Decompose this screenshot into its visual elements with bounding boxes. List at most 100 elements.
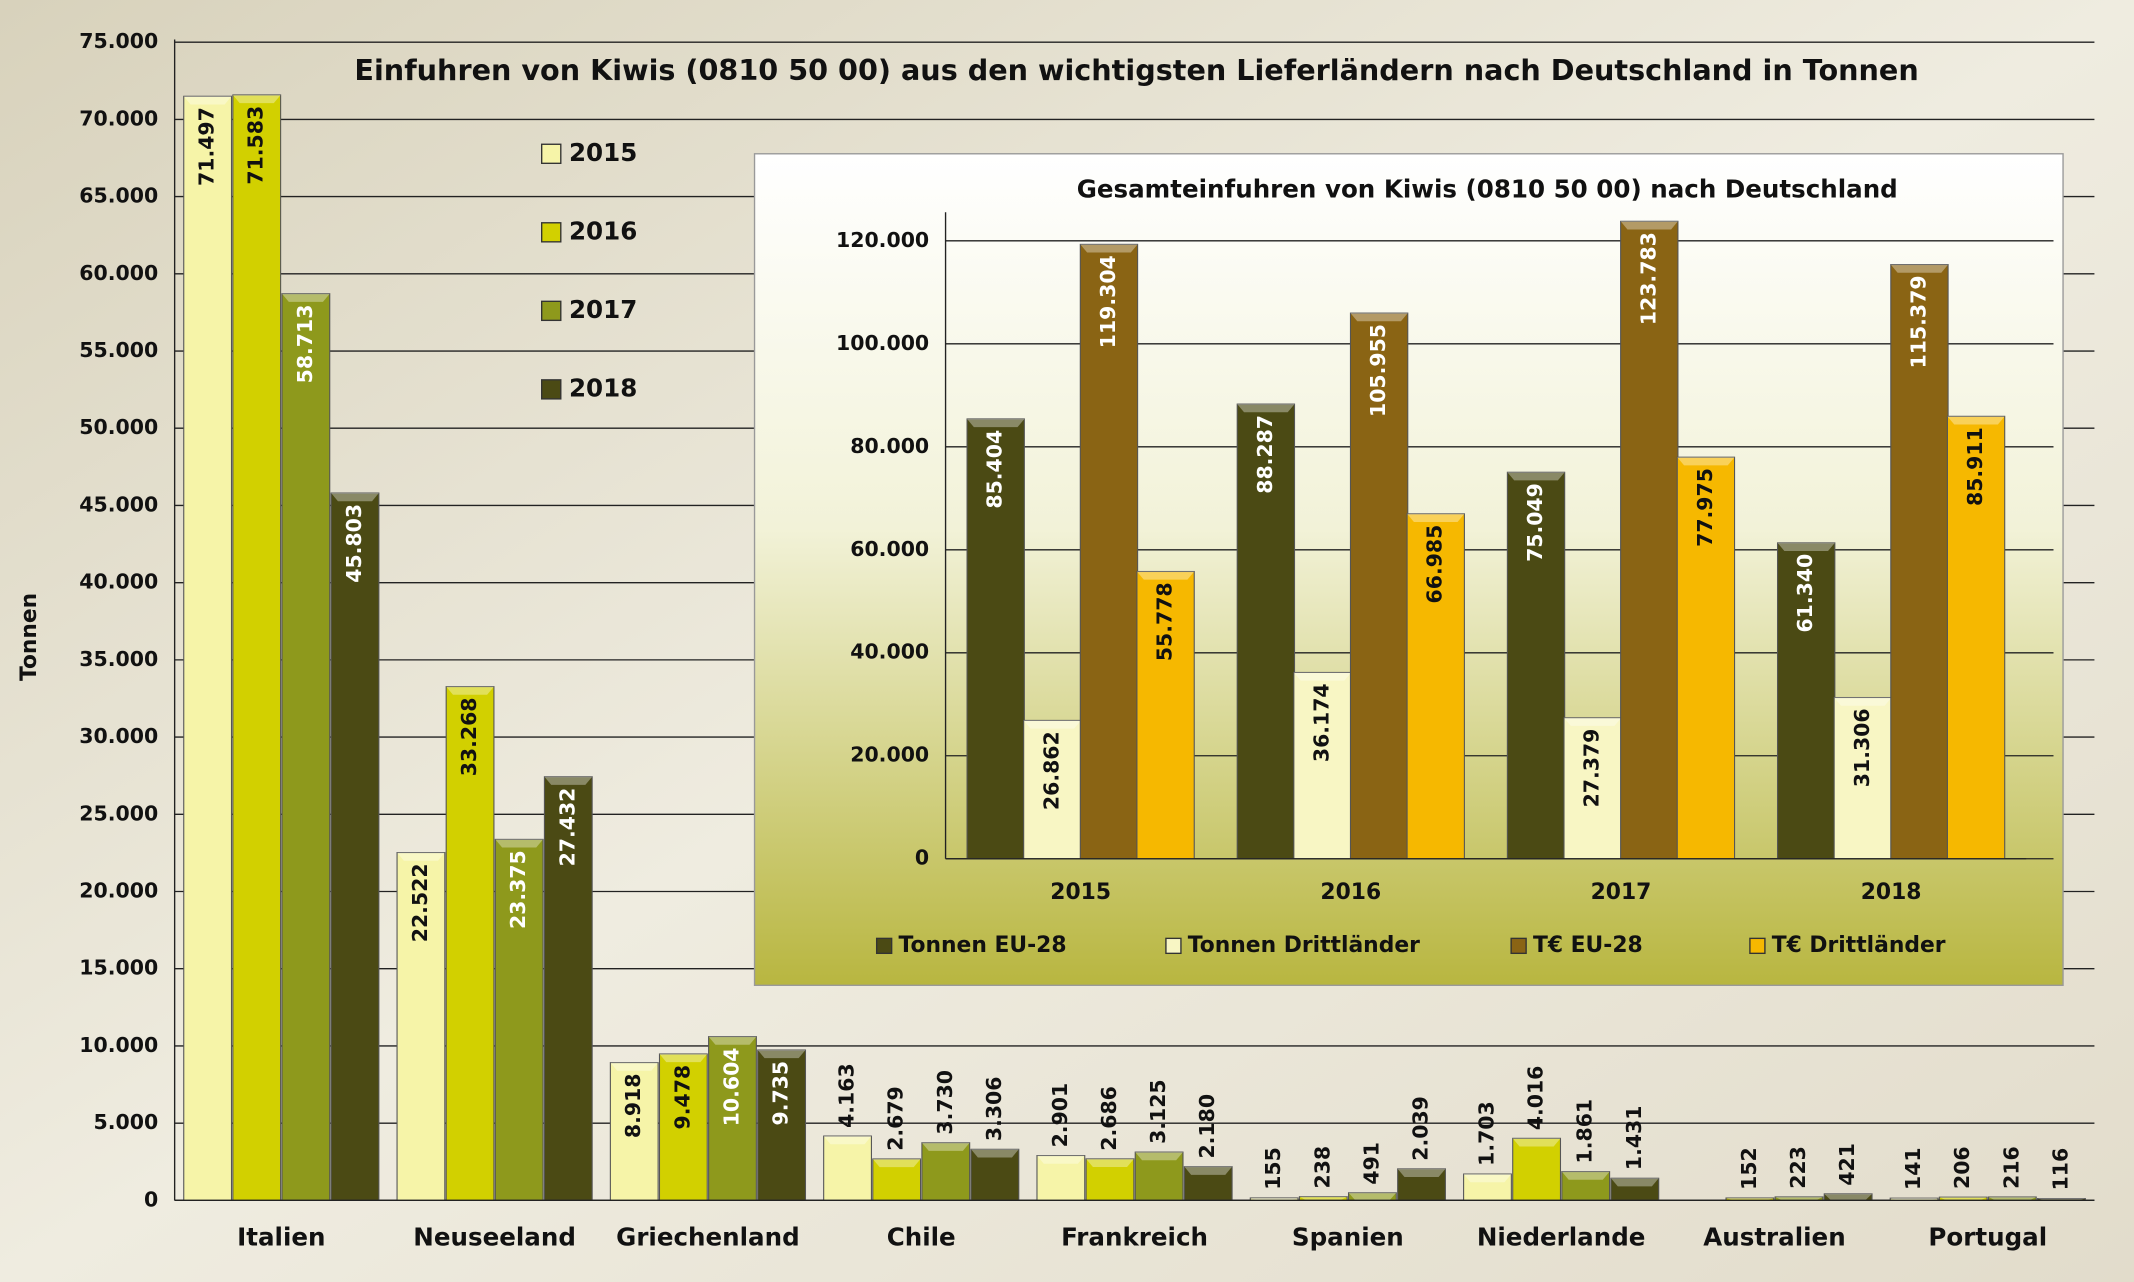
bar xyxy=(921,1142,971,1201)
bar-bevel xyxy=(872,1158,921,1168)
value-label: 77.975 xyxy=(1693,468,1717,547)
bar-bevel xyxy=(1947,416,2005,425)
y-tick-label: 65.000 xyxy=(79,184,158,208)
y-tick-label: 50.000 xyxy=(79,415,158,439)
value-label: 155 xyxy=(1261,1147,1285,1190)
bar-bevel xyxy=(1834,697,1892,706)
value-label: 105.955 xyxy=(1366,324,1390,417)
bar xyxy=(1561,1171,1611,1201)
value-label: 71.497 xyxy=(195,107,219,186)
value-label: 45.803 xyxy=(342,504,366,583)
inset-chart: 0 20.000 40.000 60.000 80.000 100.000 120.000 2… xyxy=(836,212,2054,958)
y-tick-label: 75.000 xyxy=(79,29,158,53)
value-label: 33.268 xyxy=(457,698,481,777)
value-label: 22.522 xyxy=(408,863,432,942)
y-tick-label: 45.000 xyxy=(79,492,158,516)
bar-bevel xyxy=(1407,513,1465,522)
value-label: 115.379 xyxy=(1906,275,1930,368)
y-tick-label: 80.000 xyxy=(850,434,929,458)
bar-bevel xyxy=(1677,457,1735,466)
value-label: 27.379 xyxy=(1580,729,1604,808)
value-label: 58.713 xyxy=(293,305,317,384)
bar-bevel xyxy=(1237,404,1295,413)
bar-bevel xyxy=(1293,672,1352,681)
value-label: 88.287 xyxy=(1253,415,1277,494)
bar xyxy=(330,492,380,1201)
bar-bevel xyxy=(1086,1158,1134,1168)
bar-bevel xyxy=(1564,717,1622,726)
value-label: 2.901 xyxy=(1048,1083,1072,1148)
bar-bevel xyxy=(971,1149,1019,1158)
value-label: 31.306 xyxy=(1850,708,1874,787)
legend-label: 2018 xyxy=(569,373,637,402)
value-label: 85.404 xyxy=(983,430,1007,509)
bar xyxy=(1512,1137,1562,1201)
value-label: 119.304 xyxy=(1096,255,1120,348)
value-label: 2.686 xyxy=(1097,1086,1121,1151)
legend-label: Tonnen Drittländer xyxy=(1188,933,1420,958)
y-tick-label: 30.000 xyxy=(79,724,158,748)
x-tick-label: 2016 xyxy=(1320,880,1381,905)
bar-bevel xyxy=(1136,571,1195,580)
value-label: 116 xyxy=(2048,1148,2072,1191)
bar-bevel xyxy=(1299,1196,1348,1201)
bar-bevel xyxy=(1350,313,1408,322)
x-tick-label: Niederlande xyxy=(1477,1222,1646,1251)
y-tick-label: 20.000 xyxy=(850,743,929,767)
bar-bevel xyxy=(183,96,232,105)
bar-bevel xyxy=(281,293,330,302)
value-label: 27.432 xyxy=(555,788,579,867)
bar-bevel xyxy=(1348,1192,1397,1201)
value-label: 123.783 xyxy=(1636,232,1660,325)
bar-bevel xyxy=(1988,1197,2037,1201)
bar-bevel xyxy=(446,686,494,695)
main-chart: 0 5.000 10.000 15.000 20.000 25.000 30.000 35.0… xyxy=(79,29,2095,1251)
x-tick-label: Frankreich xyxy=(1061,1222,1208,1251)
y-tick-label: 0 xyxy=(144,1187,158,1211)
bar-bevel xyxy=(495,839,544,848)
y-tick-label: 120.000 xyxy=(836,228,929,252)
bar xyxy=(1620,220,1679,860)
value-label: 152 xyxy=(1737,1147,1761,1190)
value-label: 1.861 xyxy=(1573,1099,1597,1164)
bar-bevel xyxy=(1080,244,1138,253)
y-tick-label: 100.000 xyxy=(836,331,929,355)
value-label: 223 xyxy=(1786,1146,1810,1189)
bar xyxy=(281,293,331,1201)
legend-swatch xyxy=(1165,937,1182,955)
legend-swatch xyxy=(541,379,562,400)
bar xyxy=(232,94,282,1201)
bar-bevel xyxy=(1463,1174,1512,1183)
bar xyxy=(1293,671,1352,860)
bar xyxy=(1085,1158,1135,1201)
value-label: 206 xyxy=(1950,1146,1974,1189)
y-tick-label: 10.000 xyxy=(79,1033,158,1057)
bar xyxy=(1506,471,1566,860)
value-label: 216 xyxy=(1999,1146,2023,1189)
bar xyxy=(757,1049,807,1201)
bar xyxy=(445,686,495,1201)
y-tick-label: 40.000 xyxy=(850,640,929,664)
value-label: 491 xyxy=(1359,1142,1383,1185)
legend-swatch xyxy=(1510,937,1527,955)
y-tick-label: 60.000 xyxy=(79,261,158,285)
value-label: 4.163 xyxy=(835,1063,859,1128)
bar-bevel xyxy=(1824,1193,1873,1201)
bar-bevel xyxy=(610,1062,659,1071)
value-label: 71.583 xyxy=(244,106,268,185)
legend-label: T€ Drittländer xyxy=(1772,933,1946,958)
bar xyxy=(708,1036,757,1201)
value-label: 3.730 xyxy=(933,1070,957,1135)
bar-bevel xyxy=(1512,1138,1561,1147)
y-tick-label: 20.000 xyxy=(79,879,158,903)
legend-label: T€ EU-28 xyxy=(1533,933,1643,958)
value-label: 141 xyxy=(1901,1147,1925,1190)
value-label: 2.039 xyxy=(1409,1096,1433,1161)
bar-bevel xyxy=(1135,1152,1183,1161)
bar-bevel xyxy=(967,418,1025,428)
bar-bevel xyxy=(1184,1166,1233,1175)
bar-bevel xyxy=(232,94,281,104)
bar xyxy=(872,1158,922,1201)
y-axis-label: Tonnen xyxy=(17,593,42,681)
